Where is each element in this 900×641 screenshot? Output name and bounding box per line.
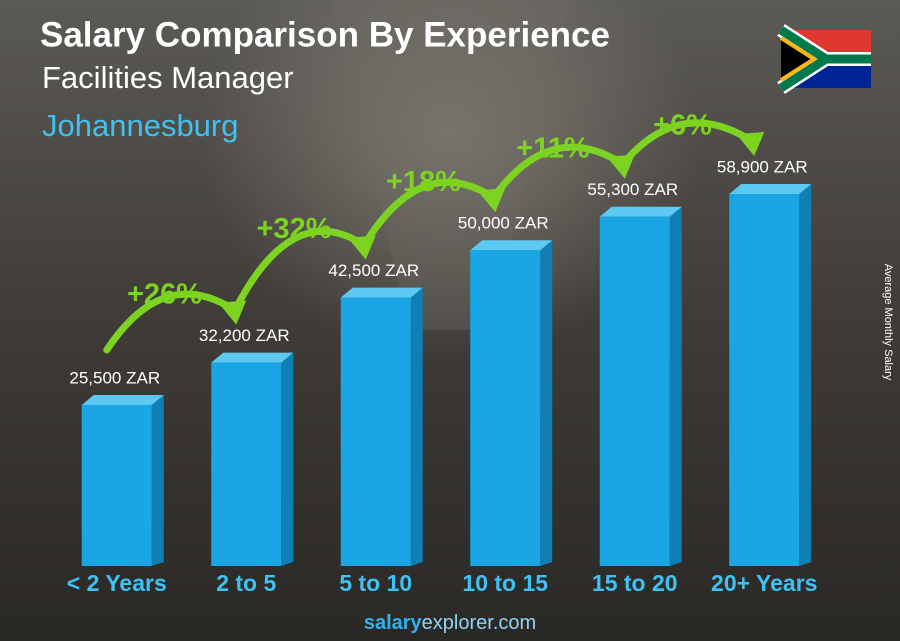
value-label: 50,000 ZAR (458, 214, 549, 233)
bar-top (340, 287, 423, 298)
bar-front (470, 250, 541, 567)
bar-top (470, 240, 553, 251)
bar (81, 394, 164, 566)
change-arrow (491, 143, 625, 199)
change-arrow (232, 227, 366, 312)
bar-side (540, 240, 553, 567)
footer-brand: salary (364, 612, 423, 634)
bar-front (340, 297, 411, 566)
value-label: 55,300 ZAR (587, 180, 678, 199)
chart-title: Salary Comparison By Experience (40, 15, 610, 54)
bar-front (729, 194, 800, 566)
change-label: +32% (257, 213, 332, 245)
y-axis-label: Average Monthly Salary (882, 264, 894, 381)
bar-side (669, 206, 682, 566)
x-tick-label: 5 to 10 (339, 570, 412, 596)
change-label: +11% (516, 132, 590, 164)
change-label: +26% (127, 278, 202, 310)
value-label: 25,500 ZAR (69, 368, 160, 387)
bar-top (599, 206, 682, 217)
flag (777, 24, 871, 94)
bar (211, 352, 294, 566)
bar-side (799, 184, 812, 566)
bar-side (281, 352, 294, 566)
x-tick-label: 15 to 20 (592, 570, 678, 596)
bar (599, 206, 682, 566)
bar-front (211, 362, 282, 566)
x-tick-label: < 2 Years (67, 570, 167, 596)
change-arrow (103, 290, 236, 354)
footer-domain: explorer.com (422, 612, 537, 634)
change-label: +6% (653, 110, 712, 142)
x-tick-label: 10 to 15 (462, 570, 548, 596)
bar-top (729, 184, 812, 194)
value-label: 58,900 ZAR (717, 157, 808, 176)
bar-side (151, 394, 164, 566)
bar (729, 184, 812, 566)
change-label: +18% (386, 166, 461, 198)
bar (340, 287, 423, 566)
bar-top (81, 394, 164, 405)
change-arrow (621, 119, 754, 166)
bar (470, 240, 553, 567)
chart-subtitle: Facilities Manager (42, 60, 294, 95)
location: Johannesburg (42, 108, 239, 143)
bar-front (81, 404, 152, 566)
x-tick-label: 2 to 5 (216, 570, 276, 596)
bar-side (410, 287, 423, 566)
change-arrow (362, 178, 495, 247)
bar-top (211, 352, 294, 363)
value-label: 42,500 ZAR (328, 261, 419, 280)
x-tick-label: 20+ Years (711, 570, 817, 596)
value-label: 32,200 ZAR (199, 326, 290, 345)
bar-front (599, 216, 670, 566)
change-arrowhead (736, 132, 765, 156)
footer: salaryexplorer.com (364, 612, 536, 634)
